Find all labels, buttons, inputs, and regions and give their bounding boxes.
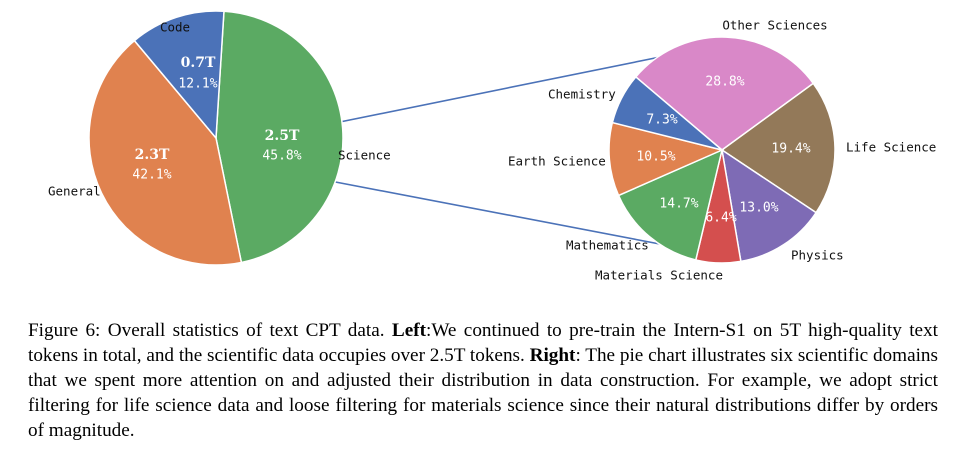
category-label-life-science: Life Science (846, 140, 936, 155)
percent-label-code: 12.1% (178, 77, 217, 92)
category-label-physics: Physics (791, 248, 844, 263)
category-label-science: Science (338, 148, 391, 163)
category-label-code: Code (160, 20, 190, 35)
caption-left-text: :We continued to pre-train the Intern-S1… (28, 320, 938, 366)
percent-label-life-science: 19.4% (771, 142, 810, 157)
caption-prefix: Figure 6: Overall statistics of text CPT… (28, 320, 392, 341)
token-label-code: 0.7T (181, 55, 216, 71)
category-label-mathematics: Mathematics (566, 238, 649, 253)
figure: 2.5T 45.8% 2.3T 42.1% 0.7T 12.1% Science Genera… (48, 10, 936, 283)
right-pie (608, 36, 836, 264)
category-label-chemistry: Chemistry (548, 87, 616, 102)
percent-label-earth-science: 10.5% (636, 150, 675, 165)
figure-caption: Figure 6: Overall statistics of text CPT… (28, 318, 938, 443)
pie-labels: 2.5T 45.8% 2.3T 42.1% 0.7T 12.1% Science Genera… (48, 18, 936, 283)
slice-code (133, 10, 225, 140)
percent-label-materials-science: 6.4% (705, 211, 736, 226)
slice-other-sciences (634, 36, 815, 151)
token-label-general: 2.3T (135, 147, 170, 163)
slice-science (215, 10, 344, 264)
percent-label-mathematics: 14.7% (659, 197, 698, 212)
connector-line-bottom (324, 179, 666, 246)
token-label-science: 2.5T (265, 128, 300, 144)
caption-left-bold: Left (391, 320, 427, 341)
percent-label-physics: 13.0% (739, 201, 778, 216)
percent-label-science: 45.8% (262, 149, 301, 164)
slice-physics (720, 148, 818, 263)
percent-label-other-sciences: 28.8% (705, 75, 744, 90)
slice-life-science (720, 82, 836, 214)
category-label-general: General (48, 184, 101, 199)
pie-charts: 2.5T 45.8% 2.3T 42.1% 0.7T 12.1% Science Genera… (48, 10, 936, 283)
percent-label-chemistry: 7.3% (646, 113, 677, 128)
left-pie (88, 10, 344, 266)
slice-chemistry (611, 75, 723, 151)
slice-general (88, 39, 243, 266)
slice-earth-science (608, 121, 725, 197)
category-label-earth-science: Earth Science (508, 154, 606, 169)
connector-line-top (324, 55, 666, 126)
caption-right-bold: Right (529, 345, 576, 366)
connector-lines (324, 55, 666, 246)
category-label-other-sciences: Other Sciences (722, 18, 827, 33)
percent-label-general: 42.1% (132, 168, 171, 183)
slice-mathematics (617, 148, 724, 261)
category-label-materials-science: Materials Science (595, 268, 723, 283)
caption-right-text: : The pie chart illustrates six scientif… (28, 345, 938, 441)
